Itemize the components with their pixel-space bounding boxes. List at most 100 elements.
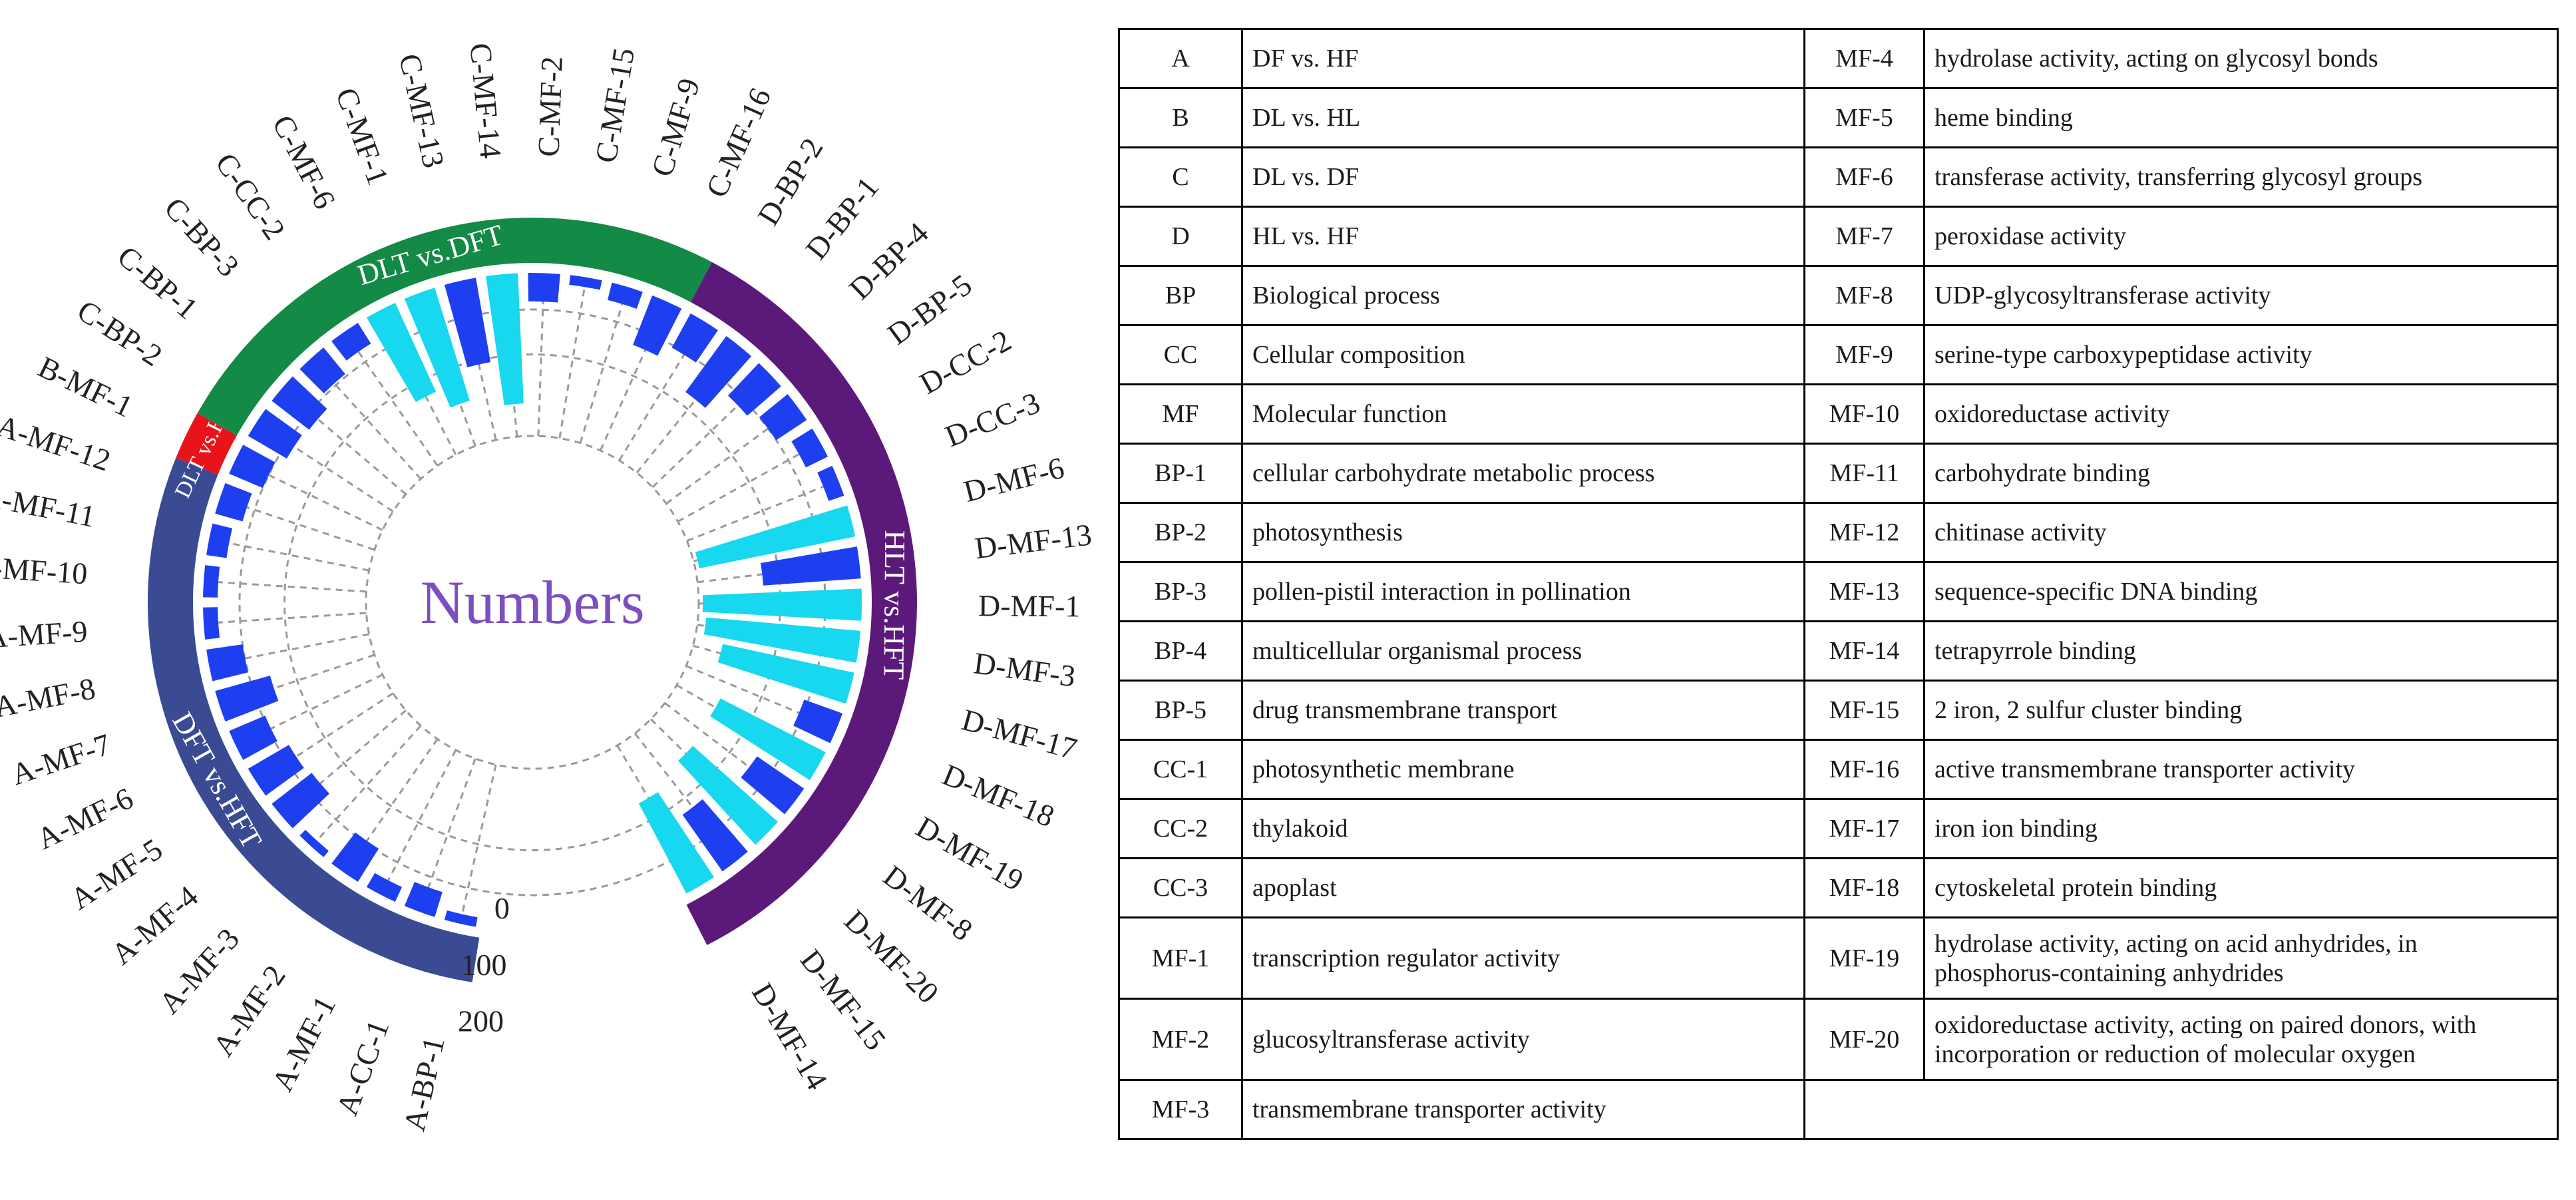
grid-spoke <box>203 612 367 625</box>
legend-row: C DL vs. DF MF-6 transferase activity, tran… <box>1118 146 2559 208</box>
group-ring-label: DLT vs.DFT <box>354 218 507 292</box>
category-label: D-MF-1 <box>978 588 1081 623</box>
category-label: A-MF-9 <box>0 614 89 655</box>
legend-description: active transmembrane transporter activit… <box>1923 739 2559 800</box>
legend-description: tetrapyrrole binding <box>1923 620 2559 682</box>
legend-description: chitinase activity <box>1923 502 2559 563</box>
legend-code: B <box>1118 87 1243 148</box>
legend-description: Cellular composition <box>1241 324 1805 385</box>
legend-code: MF-15 <box>1803 680 1925 741</box>
bar-D-MF-8 <box>741 756 805 815</box>
legend-table: A DF vs. HF MF-4 hydrolase activity, acting… <box>1118 28 2559 1140</box>
bar-A-MF-9 <box>203 607 220 640</box>
bar-C-MF-15 <box>569 275 602 290</box>
category-label: C-BP-3 <box>158 191 246 283</box>
legend-row: MF-3 transmembrane transporter activity <box>1118 1079 2559 1140</box>
category-label: D-MF-3 <box>972 646 1077 693</box>
legend-code: MF-20 <box>1803 998 1925 1081</box>
legend-description: oxidoreductase activity <box>1923 383 2559 445</box>
category-label: C-BP-1 <box>111 239 204 325</box>
bar-D-BP-1 <box>685 335 752 408</box>
legend-description: multicellular organismal process <box>1241 620 1805 682</box>
grid-spoke <box>310 725 422 848</box>
category-label: A-MF-8 <box>0 671 98 723</box>
bar-A-BP-1 <box>444 910 478 927</box>
category-label: A-MF-5 <box>65 832 168 916</box>
category-label: C-MF-15 <box>588 45 641 165</box>
legend-code: MF-4 <box>1803 28 1925 89</box>
group-ring-segment <box>197 218 712 436</box>
group-ring-segment <box>147 457 480 982</box>
legend-description: peroxidase activity <box>1923 206 2559 267</box>
legend-description: UDP-glycosyltransferase activity <box>1923 265 2559 326</box>
grid-spoke <box>558 277 588 439</box>
bar-D-CC-3 <box>817 465 844 501</box>
legend-description: serine-type carboxypeptidase activity <box>1923 324 2559 385</box>
bar-D-MF-6 <box>695 505 856 568</box>
legend-description: drug transmembrane transport <box>1241 680 1805 741</box>
legend-description: cellular carbohydrate metabolic process <box>1241 443 1805 504</box>
legend-description: Molecular function <box>1241 383 1805 445</box>
category-label: A-MF-11 <box>0 478 98 534</box>
category-label: A-MF-2 <box>206 959 291 1062</box>
legend-code: BP-5 <box>1118 680 1243 741</box>
bar-D-MF-20 <box>678 745 779 845</box>
bar-D-MF-13 <box>760 546 861 586</box>
legend-description: DL vs. HL <box>1241 87 1805 148</box>
axis-tick-label: 100 <box>460 948 506 982</box>
grid-spoke <box>686 479 839 542</box>
category-label: C-CC-2 <box>209 146 292 246</box>
legend-description: transferase activity, transferring glyco… <box>1923 146 2559 208</box>
category-label: C-MF-1 <box>329 83 396 189</box>
bar-A-MF-1 <box>366 873 403 902</box>
bar-D-MF-1 <box>702 588 862 621</box>
bar-A-MF-2 <box>331 832 379 882</box>
legend-code: CC-1 <box>1118 739 1243 800</box>
legend-code: A <box>1118 28 1243 89</box>
category-label: C-MF-2 <box>531 56 568 158</box>
category-label: D-MF-13 <box>973 517 1093 565</box>
legend-code: CC <box>1118 324 1243 385</box>
category-label: D-MF-6 <box>960 451 1067 508</box>
category-label: D-CC-2 <box>914 323 1016 401</box>
category-label: B-MF-1 <box>33 349 138 424</box>
grid-spoke <box>579 286 629 444</box>
category-label: A-MF-10 <box>0 549 89 590</box>
legend-code: C <box>1118 146 1243 208</box>
category-label: C-MF-13 <box>393 51 451 171</box>
bar-C-MF-6 <box>366 302 437 403</box>
legend-description: DL vs. DF <box>1241 146 1805 208</box>
grid-spoke <box>379 749 457 896</box>
category-label: D-BP-1 <box>799 170 886 266</box>
legend-description: photosynthetic membrane <box>1241 739 1805 800</box>
category-label: A-CC-1 <box>330 1016 396 1120</box>
legend-row: CC-3 apoplast MF-18 cytoskeletal protein bi… <box>1118 857 2559 918</box>
grid-circle <box>365 435 700 770</box>
bar-D-BP-2 <box>671 313 718 363</box>
bar-C-MF-16 <box>633 295 682 356</box>
legend-code: BP-3 <box>1118 561 1243 622</box>
legend-empty-cell <box>1803 1079 2559 1140</box>
legend-code: BP-1 <box>1118 443 1243 504</box>
legend-row: CC-2 thylakoid MF-17 iron ion binding <box>1118 798 2559 859</box>
legend-code: MF-19 <box>1803 916 1925 1000</box>
legend-row: BP-4 multicellular organismal process MF-1… <box>1118 620 2559 682</box>
legend-description: heme binding <box>1923 87 2559 148</box>
grid-spoke <box>203 580 367 593</box>
legend-description: Biological process <box>1241 265 1805 326</box>
category-label: A-MF-1 <box>265 990 342 1097</box>
legend-code: BP-4 <box>1118 620 1243 682</box>
legend-description: oxidoreductase activity, acting on paire… <box>1923 998 2559 1081</box>
category-label: A-MF-6 <box>31 781 138 856</box>
axis-tick-label: 200 <box>458 1004 504 1038</box>
category-label: A-MF-12 <box>0 409 114 478</box>
legend-code: D <box>1118 206 1243 267</box>
group-ring-label: HLT vs.HFT <box>878 530 912 680</box>
grid-spoke <box>208 538 369 572</box>
bar-A-MF-6 <box>229 715 277 760</box>
legend-code: CC-3 <box>1118 857 1243 918</box>
legend-code: MF-14 <box>1803 620 1925 682</box>
bar-A-MF-4 <box>272 773 330 829</box>
category-label: C-MF-16 <box>699 83 778 202</box>
